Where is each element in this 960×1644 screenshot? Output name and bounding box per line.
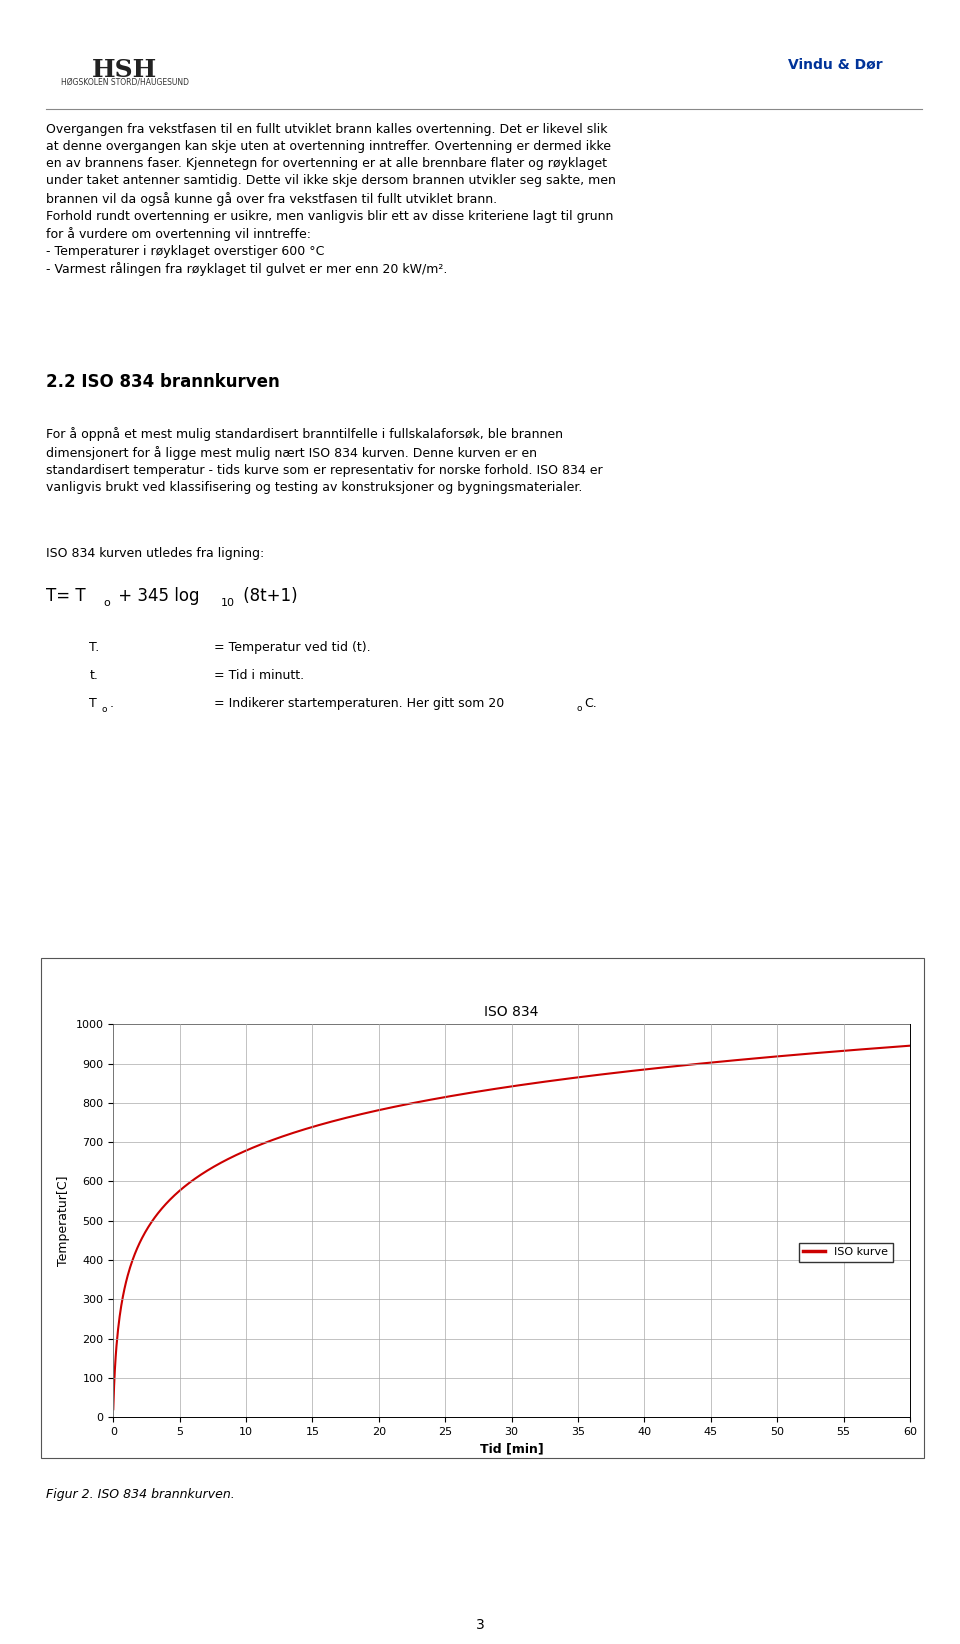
Text: t.: t. <box>89 669 98 682</box>
Text: Vindu & Dør: Vindu & Dør <box>788 58 882 72</box>
Text: + 345 log: + 345 log <box>113 587 200 605</box>
Title: ISO 834: ISO 834 <box>485 1004 539 1019</box>
Text: = Temperatur ved tid (t).: = Temperatur ved tid (t). <box>214 641 371 654</box>
Text: ISO 834 kurven utledes fra ligning:: ISO 834 kurven utledes fra ligning: <box>46 547 264 561</box>
ISO kurve <box>189 1169 201 1189</box>
Text: For å oppnå et mest mulig standardisert branntilfelle i fullskalaforsøk, ble bra: For å oppnå et mest mulig standardisert … <box>46 427 603 493</box>
Text: o: o <box>577 704 583 712</box>
Text: T: T <box>89 697 97 710</box>
Text: 2.2 ISO 834 brannkurven: 2.2 ISO 834 brannkurven <box>46 373 279 391</box>
Text: 10: 10 <box>221 598 235 608</box>
Text: C.: C. <box>585 697 597 710</box>
Text: HSH: HSH <box>92 58 157 82</box>
Text: HØGSKOLEN STORD/HAUGESUND: HØGSKOLEN STORD/HAUGESUND <box>60 77 189 85</box>
Text: = Indikerer startemperaturen. Her gitt som 20: = Indikerer startemperaturen. Her gitt s… <box>214 697 504 710</box>
ISO kurve <box>459 1083 470 1103</box>
X-axis label: Tid [min]: Tid [min] <box>480 1442 543 1455</box>
ISO kurve <box>108 1399 119 1419</box>
ISO kurve <box>430 1088 442 1108</box>
Text: = Tid i minutt.: = Tid i minutt. <box>214 669 304 682</box>
Text: Figur 2. ISO 834 brannkurven.: Figur 2. ISO 834 brannkurven. <box>46 1488 235 1501</box>
ISO kurve <box>904 1036 916 1055</box>
Text: T.: T. <box>89 641 100 654</box>
Legend: ISO kurve: ISO kurve <box>799 1243 893 1261</box>
Text: T= T: T= T <box>46 587 85 605</box>
Y-axis label: Temperatur[C]: Temperatur[C] <box>57 1175 70 1266</box>
ISO kurve <box>743 1049 755 1069</box>
Text: .: . <box>109 697 113 710</box>
Text: (8t+1): (8t+1) <box>238 587 298 605</box>
ISO kurve <box>655 1057 666 1077</box>
ISO kurve <box>729 1051 740 1070</box>
Text: Overgangen fra vekstfasen til en fullt utviklet brann kalles overtenning. Det er: Overgangen fra vekstfasen til en fullt u… <box>46 123 616 276</box>
Text: o: o <box>104 598 110 608</box>
Text: 3: 3 <box>475 1618 485 1632</box>
Line: ISO kurve: ISO kurve <box>113 1046 910 1409</box>
Text: o: o <box>102 705 108 713</box>
